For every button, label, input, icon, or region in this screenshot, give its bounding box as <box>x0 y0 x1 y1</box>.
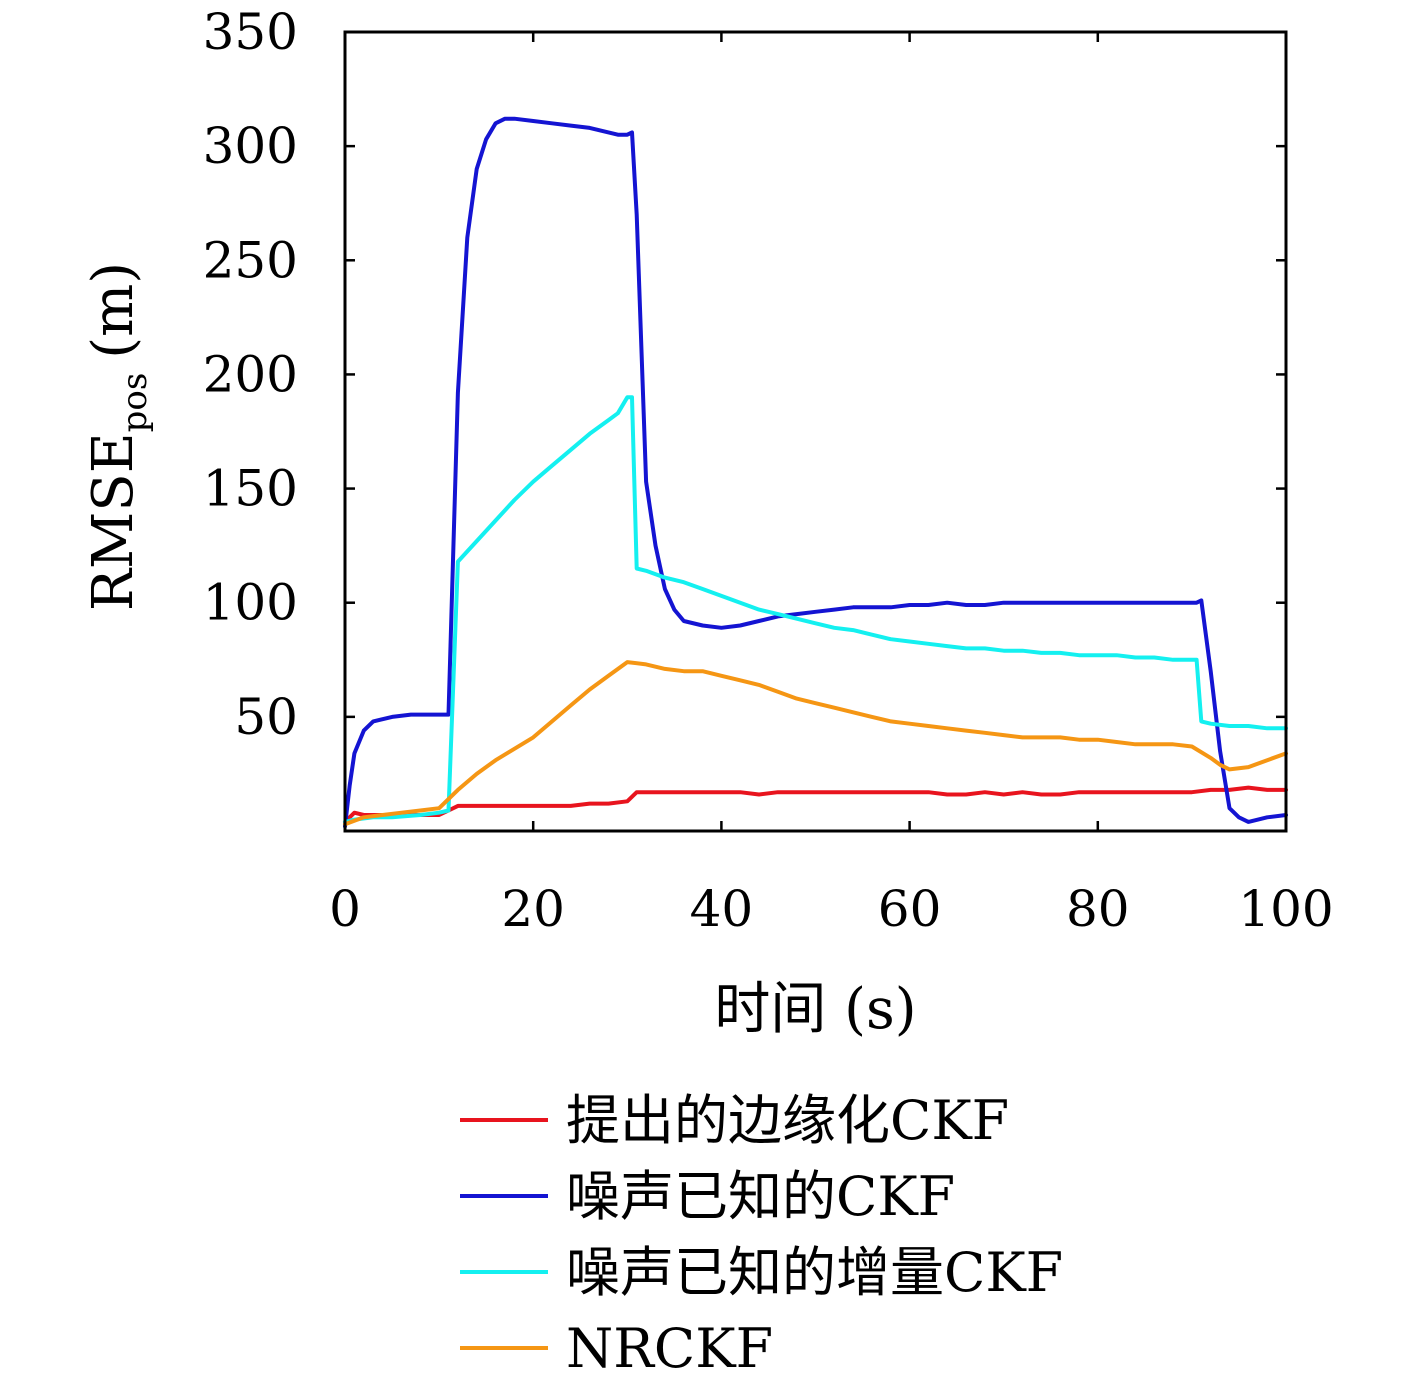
x-tick-label: 20 <box>501 880 565 938</box>
legend-label-1: 提出的边缘化CKF <box>566 1089 1009 1152</box>
tick-labels: 0 20 40 60 80 100 50 100 150 200 250 300 350 <box>203 3 1334 938</box>
series-line-1 <box>343 785 1288 824</box>
y-tick-label: 50 <box>234 688 298 746</box>
series-line-2 <box>343 116 1288 829</box>
series-lines <box>343 116 1288 829</box>
x-tick-label: 60 <box>878 880 942 938</box>
legend-label-2: 噪声已知的CKF <box>566 1165 955 1228</box>
y-tick-label: 250 <box>203 231 298 289</box>
axis-ticks <box>343 30 1288 831</box>
y-tick-label: 200 <box>203 345 298 403</box>
y-axis-title-unit: (m) <box>81 262 146 359</box>
y-tick-label: 300 <box>203 117 298 175</box>
y-tick-label: 100 <box>203 574 298 632</box>
y-axis-title-main: RMSE <box>81 432 146 611</box>
x-tick-label: 100 <box>1238 880 1333 938</box>
y-axis-title-subscript: pos <box>115 373 155 433</box>
y-tick-label: 350 <box>203 3 298 61</box>
y-tick-label: 150 <box>203 460 298 518</box>
x-axis-title: 时间 (s) <box>714 977 916 1042</box>
y-axis-title: RMSEpos (m) <box>81 262 155 611</box>
series-line-4 <box>343 660 1288 827</box>
series-line-3 <box>343 395 1288 824</box>
legend-label-3: 噪声已知的增量CKF <box>566 1241 1063 1304</box>
x-tick-label: 40 <box>690 880 754 938</box>
legend-label-4: NRCKF <box>566 1317 773 1380</box>
x-tick-label: 0 <box>329 880 361 938</box>
x-tick-label: 80 <box>1066 880 1130 938</box>
legend: 提出的边缘化CKF 噪声已知的CKF 噪声已知的增量CKF NRCKF <box>460 1089 1063 1380</box>
plot-frame <box>343 30 1288 833</box>
